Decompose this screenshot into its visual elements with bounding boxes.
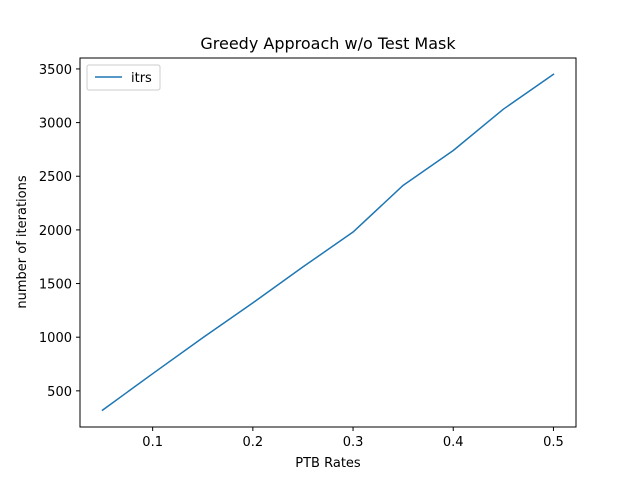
x-tick-label: 0.5: [543, 435, 564, 450]
y-tick-label: 1000: [39, 331, 72, 346]
y-tick-label: 1500: [39, 278, 72, 293]
y-axis-title: number of iterations: [15, 175, 30, 308]
series-layer: [101, 73, 555, 412]
x-tick-label: 0.1: [142, 435, 163, 450]
y-tick-label: 3000: [39, 117, 72, 132]
axis-ticks: 0.1 0.2 0.3 0.4 0.5 500 1000 1500 2000 2500 3000 35…: [39, 63, 564, 450]
plot-area-frame: [79, 57, 577, 428]
x-tick-label: 0.2: [243, 435, 264, 450]
legend-label-itrs: itrs: [131, 71, 152, 86]
series-line-itrs: [101, 73, 555, 412]
y-tick-label: 500: [47, 385, 72, 400]
legend-box: [86, 64, 161, 91]
x-tick-label: 0.4: [443, 435, 464, 450]
y-tick-label: 2000: [39, 224, 72, 239]
x-axis-title: PTB Rates: [295, 456, 361, 471]
legend: itrs: [86, 64, 161, 91]
y-tick-label: 3500: [39, 63, 72, 78]
chart-title: Greedy Approach w/o Test Mask: [200, 34, 456, 53]
y-tick-label: 2500: [39, 170, 72, 185]
x-tick-label: 0.3: [343, 435, 364, 450]
